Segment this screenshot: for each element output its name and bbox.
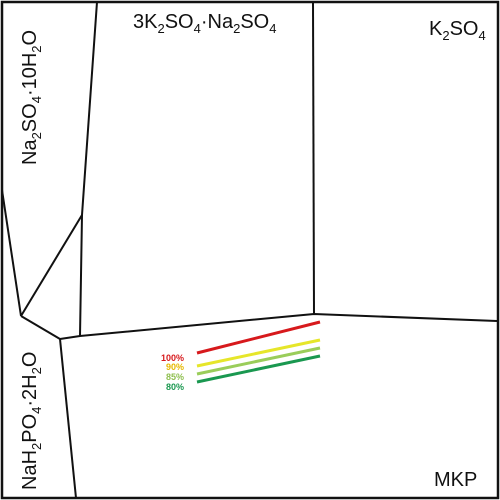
boundary-far-left bbox=[1, 189, 22, 317]
label-na2so4-decahydrate: Na2SO4·10H2O bbox=[19, 30, 44, 165]
saturation-legend: 100% 90% 85% 80% bbox=[161, 320, 321, 392]
legend-line-80 bbox=[196, 354, 321, 384]
boundary-right-central bbox=[312, 1, 315, 315]
boundary-left-lower bbox=[20, 315, 61, 340]
legend-label-80: 80% bbox=[166, 382, 184, 392]
boundary-left-central bbox=[79, 1, 98, 337]
boundary-bottom-central bbox=[59, 313, 498, 340]
legend-label-85: 85% bbox=[166, 372, 184, 382]
legend-line-85 bbox=[196, 346, 321, 376]
legend-label-90: 90% bbox=[166, 362, 184, 372]
boundary-lower-left bbox=[59, 338, 77, 499]
label-nah2po4-dihydrate: NaH2PO4·2H2O bbox=[19, 352, 44, 490]
legend-label-100: 100% bbox=[161, 353, 184, 363]
legend-line-100 bbox=[196, 320, 321, 355]
boundary-upper-diagonal bbox=[20, 214, 83, 317]
label-glaserite: 3K2SO4·Na2SO4 bbox=[133, 11, 276, 36]
legend-line-90 bbox=[196, 338, 321, 368]
label-k2so4: K2SO4 bbox=[429, 18, 486, 43]
label-mkp: MKP bbox=[434, 469, 477, 491]
